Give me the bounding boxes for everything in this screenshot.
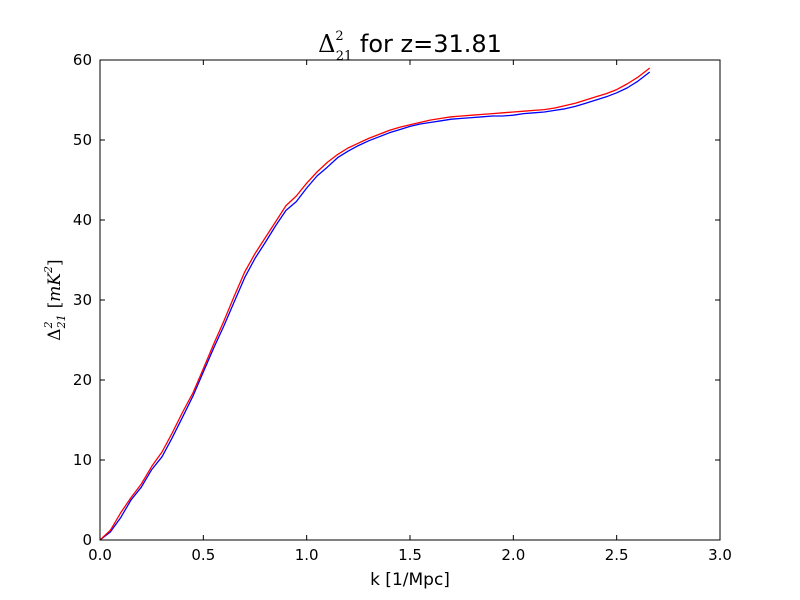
x-tick-label: 3.0 [708, 546, 732, 564]
x-tick-label: 1.5 [398, 546, 422, 564]
ylabel-unit-sup: 2 [42, 266, 55, 274]
ylabel-unit-close: ] [45, 259, 65, 266]
ylabel-sub: 21 [55, 314, 68, 329]
x-axis-label: k [1/Mpc] [370, 570, 450, 590]
title-rest: for z=31.81 [352, 30, 502, 58]
y-tick-label: 50 [73, 131, 92, 149]
series-layer [99, 67, 651, 541]
svg-text:Δ221[mK2]: Δ221[mK2] [42, 259, 68, 340]
x-tick-label: 0.5 [191, 546, 215, 564]
x-tick-label: 2.0 [501, 546, 525, 564]
ylabel-sup: 2 [42, 321, 55, 329]
series-line-1 [99, 71, 651, 541]
ylabel-unit-var: mK [45, 272, 65, 302]
series-line-2 [99, 67, 651, 541]
y-tick-label: 10 [73, 451, 92, 469]
y-tick-label: 20 [73, 371, 92, 389]
chart-title: Δ2 21 for z=31.81 [318, 29, 502, 64]
x-tick-label: 2.5 [605, 546, 629, 564]
tick-layer: 0.0 0.5 1.0 1.5 2.0 2.5 3.0 0 10 20 30 40 50 60 [73, 51, 732, 564]
y-tick-label: 30 [73, 291, 92, 309]
x-tick-label: 0.0 [88, 546, 112, 564]
y-tick-label: 40 [73, 211, 92, 229]
ylabel-unit-open: [ [45, 302, 65, 309]
y-tick-label: 0 [82, 531, 92, 549]
y-tick-label: 60 [73, 51, 92, 69]
ylabel-symbol: Δ [45, 328, 65, 340]
title-sup: 2 [335, 29, 343, 44]
plot-frame [99, 59, 721, 541]
title-symbol: Δ [318, 30, 335, 58]
title-sub: 21 [336, 49, 353, 64]
y-axis-label: Δ221[mK2] [42, 259, 68, 340]
x-tick-label: 1.0 [295, 546, 319, 564]
